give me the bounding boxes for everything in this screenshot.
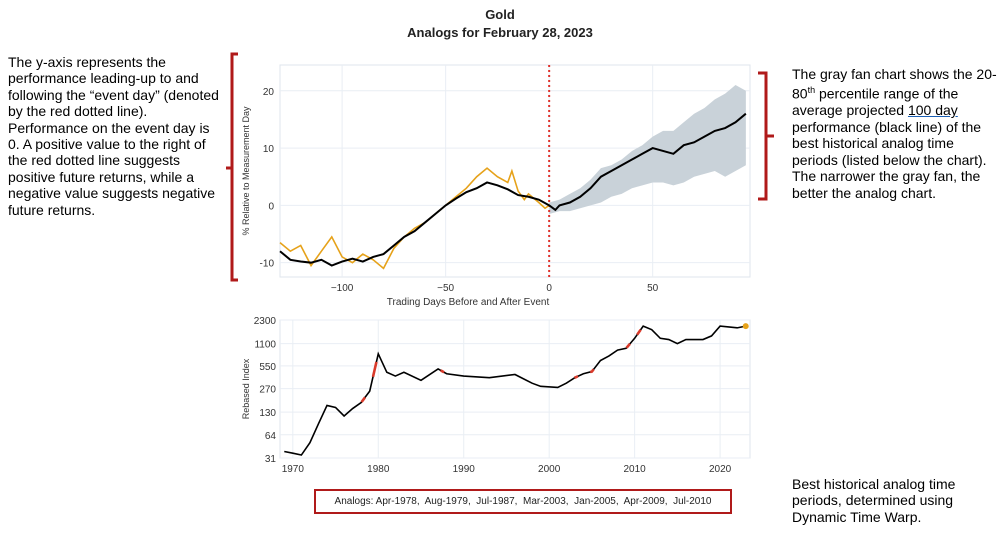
analog-period-highlight	[371, 361, 378, 378]
x-tick-label: 2000	[538, 464, 561, 475]
y-tick-label: 2300	[254, 316, 277, 327]
analogs-items: Apr-1978, Aug-1979, Jul-1987, Mar-2003, …	[373, 496, 712, 507]
x-tick-label: 2010	[624, 464, 647, 475]
right-bracket-path	[758, 71, 768, 201]
y-tick-label: -10	[260, 259, 275, 270]
analogs-annotation: Best historical analog time periods, det…	[792, 476, 956, 525]
x-tick-label: −50	[437, 283, 454, 294]
x-tick-label: 0	[546, 283, 552, 294]
right-annotation-sup: th	[807, 85, 816, 96]
analog-period-highlight	[360, 396, 367, 403]
analogs-label: Analogs:	[334, 496, 374, 507]
chart-subtitle: Analogs for February 28, 2023	[407, 25, 593, 40]
analog-period-highlight	[573, 375, 579, 380]
analog-period-highlight	[589, 368, 595, 374]
history-chart: 2300 1100 550 270 130 64 31 1970 1980 1990 2000 201…	[241, 316, 751, 475]
analog-average-line	[279, 112, 747, 267]
y-axis-label: % Relative to Measurement Day	[241, 106, 251, 236]
left-bracket	[226, 52, 238, 282]
x-tick-label: 2020	[709, 464, 732, 475]
percentile-fan	[549, 85, 746, 214]
x-tick-label: 1990	[453, 464, 476, 475]
right-annotation-link[interactable]: 100 day	[907, 102, 958, 119]
y-tick-label: 550	[259, 362, 276, 373]
chart-title: Gold	[485, 7, 515, 22]
y-tick-label: 0	[268, 201, 274, 212]
y-tick-label: 130	[259, 408, 276, 419]
y-tick-label: 10	[263, 144, 275, 155]
right-bracket	[758, 71, 774, 201]
x-axis-label: Trading Days Before and After Event	[387, 297, 550, 308]
y-tick-label: 270	[259, 385, 276, 396]
right-annotation-text-2: percentile range of the average projecte…	[792, 86, 959, 119]
y-tick-label: 31	[265, 454, 277, 465]
gold-history-line	[284, 325, 746, 456]
y-axis-label: Rebased Index	[241, 358, 251, 419]
x-tick-label: 1980	[367, 464, 390, 475]
analog-period-highlight	[625, 342, 631, 349]
y-tick-label: 20	[263, 87, 275, 98]
right-annotation-text-3: performance (black line) of the best his…	[792, 118, 987, 201]
left-annotation: The y-axis represents the performance le…	[8, 54, 219, 218]
x-tick-label: −100	[331, 283, 354, 294]
y-tick-label: 64	[265, 431, 277, 442]
analogs-list: Analogs: Apr-1978, Aug-1979, Jul-1987, M…	[314, 489, 732, 514]
analog-period-highlight	[440, 369, 445, 374]
right-annotation: The gray fan chart shows the 20-80th per…	[792, 66, 997, 201]
analog-chart: -10 0 10 20 −100 −50 0 50 Trading Days Before an…	[241, 64, 751, 308]
right-annotation-text-1: The gray fan chart shows the 20-80	[792, 66, 997, 103]
analog-period-highlight	[636, 329, 642, 336]
current-marker	[742, 323, 749, 330]
x-tick-label: 50	[647, 283, 659, 294]
y-tick-label: 1100	[254, 340, 276, 351]
x-tick-label: 1970	[282, 464, 305, 475]
